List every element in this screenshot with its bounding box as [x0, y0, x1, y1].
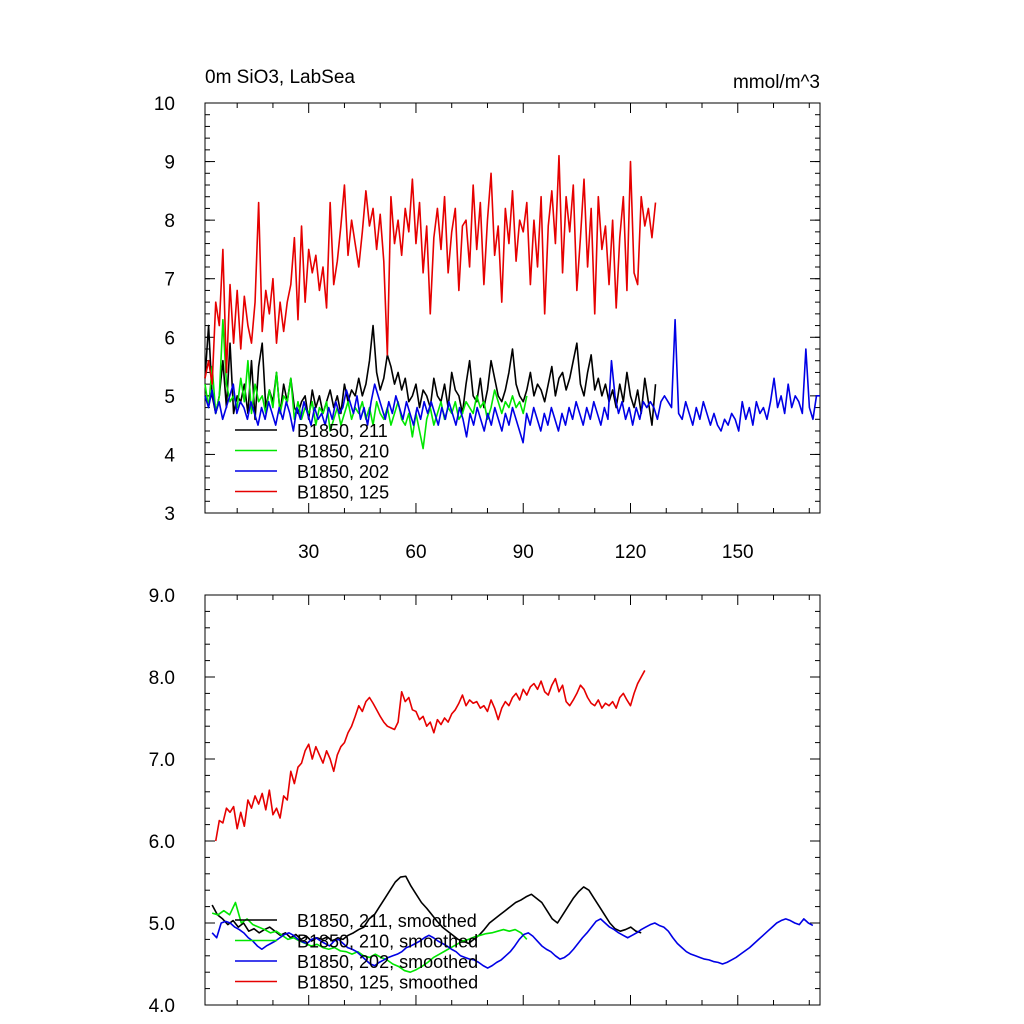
- y-tick-label: 8.0: [149, 668, 175, 689]
- top-x-axis: 30 60 90 120 150: [236, 103, 810, 563]
- legend-label-3: B1850, 125, smoothed: [297, 973, 478, 993]
- series-line-2: [211, 918, 814, 969]
- y-tick-label: 7.0: [149, 750, 175, 771]
- y-tick-label: 4: [164, 445, 175, 466]
- series-line-3: [204, 154, 657, 385]
- y-tick-label: 5.0: [149, 914, 175, 935]
- x-tick-label: 150: [722, 542, 754, 563]
- bottom-panel: 4.05.06.07.08.09.0 B1850, 211, smoothedB…: [149, 586, 821, 1017]
- legend-label-0: B1850, 211: [297, 421, 388, 441]
- legend-label-0: B1850, 211, smoothed: [297, 911, 477, 931]
- legend-label-2: B1850, 202: [297, 462, 389, 482]
- legend-label-3: B1850, 125: [297, 483, 389, 503]
- top-panel: 0m SiO3, LabSea mmol/m^3 3 4 5 6 7 8 9 10 30 60 9…: [154, 67, 821, 563]
- y-tick-label: 7: [164, 270, 175, 291]
- y-tick-label: 9.0: [149, 586, 175, 607]
- series-line-3: [214, 670, 646, 842]
- legend-label-1: B1850, 210: [297, 442, 389, 462]
- top-y-axis: 3 4 5 6 7 8 9 10: [154, 94, 820, 525]
- legend-label-1: B1850, 210, smoothed: [297, 932, 478, 952]
- x-tick-label: 30: [298, 542, 319, 563]
- series-line-1: [211, 901, 528, 974]
- top-plot-frame: [204, 102, 821, 514]
- series-line-0: [211, 875, 642, 945]
- y-tick-label: 8: [164, 211, 175, 232]
- chart-title: 0m SiO3, LabSea: [205, 67, 355, 88]
- bottom-y-axis: 4.0 5.0 6.0 7.0 8.0 9.0: [149, 586, 820, 1017]
- units-label: mmol/m^3: [733, 72, 820, 93]
- y-tick-label: 9: [164, 153, 175, 174]
- y-tick-label: 3: [164, 504, 175, 525]
- x-tick-label: 60: [405, 542, 426, 563]
- x-tick-label: 120: [615, 542, 647, 563]
- bottom-plot-frame: [204, 594, 821, 1006]
- legend-label-2: B1850, 202, smoothed: [297, 952, 478, 972]
- bottom-x-axis: [236, 595, 810, 1005]
- bottom-series-group: [211, 670, 814, 974]
- series-line-2: [204, 318, 820, 444]
- y-tick-label: 6.0: [149, 832, 175, 853]
- top-series-group: [204, 154, 820, 450]
- y-tick-label: 4.0: [149, 996, 175, 1017]
- y-tick-label: 6: [164, 328, 175, 349]
- y-tick-label: 5: [164, 387, 175, 408]
- x-tick-label: 90: [513, 542, 534, 563]
- y-tick-label: 10: [154, 94, 175, 115]
